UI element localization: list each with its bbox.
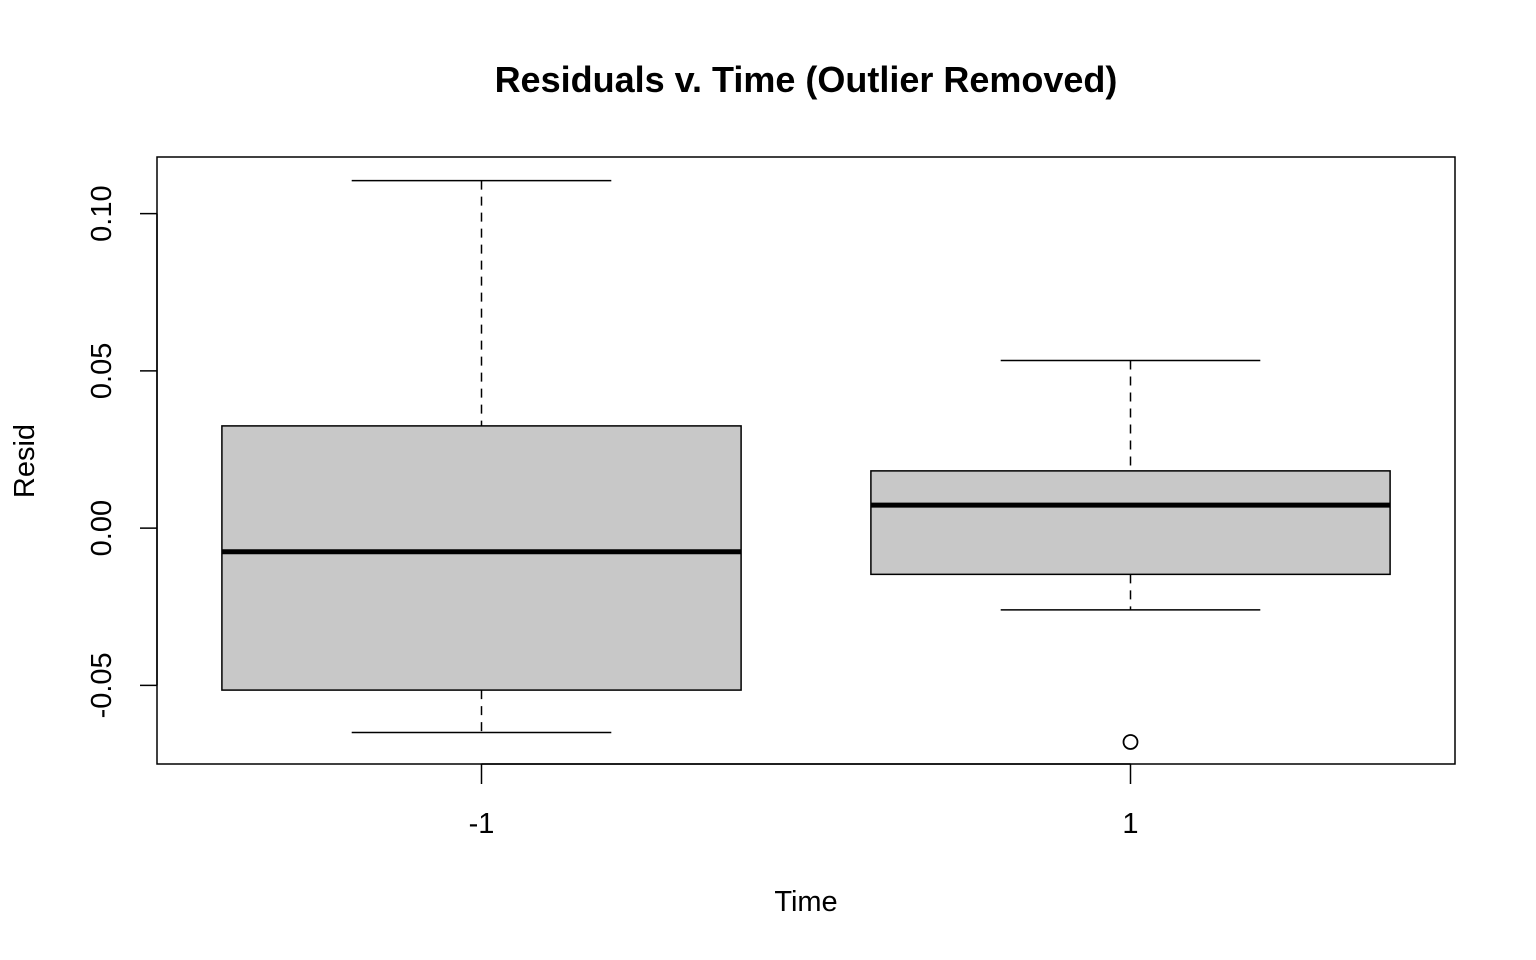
y-axis-label: Resid: [9, 424, 41, 498]
boxes: [221, 179, 1391, 750]
box: [870, 470, 1391, 576]
x-tick-label: 1: [1122, 808, 1138, 840]
x-axis: -1 1: [469, 763, 1139, 840]
box-group: [870, 359, 1391, 750]
outlier-point: [1122, 734, 1139, 750]
y-tick-label: 0.00: [86, 500, 118, 556]
box: [221, 425, 742, 691]
y-tick-label: 0.05: [86, 343, 118, 399]
box-group: [221, 179, 742, 734]
y-tick-label: 0.10: [86, 185, 118, 241]
y-axis: -0.05 0.00 0.05 0.10: [86, 185, 158, 718]
y-tick-label: -0.05: [86, 652, 118, 718]
x-tick-label: -1: [469, 808, 495, 840]
chart-title: Residuals v. Time (Outlier Removed): [495, 59, 1118, 100]
x-axis-label: Time: [774, 886, 837, 918]
